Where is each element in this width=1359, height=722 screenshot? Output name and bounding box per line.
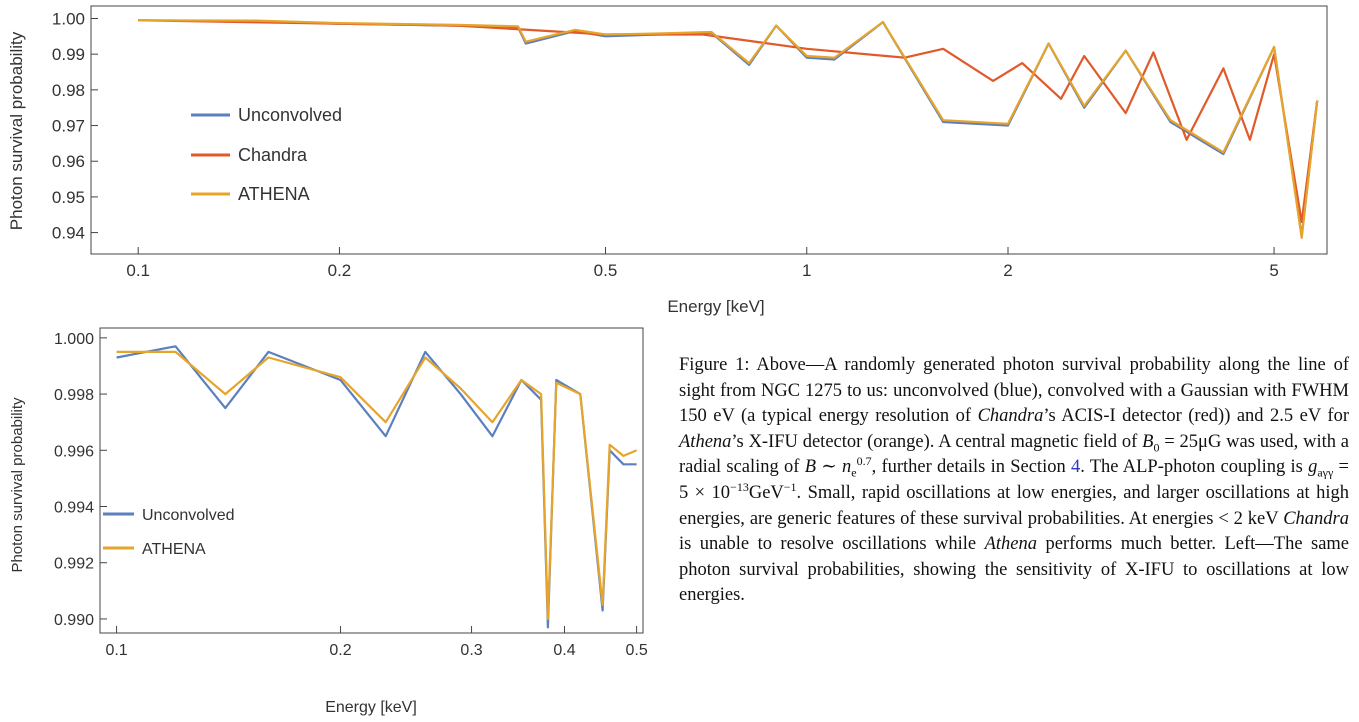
chart1-series-unconvolved-line (116, 345, 637, 629)
caption-text-3: ’s X-IFU detector (orange). A central ma… (731, 431, 1143, 452)
caption-chandra-2: Chandra (1283, 508, 1349, 529)
chart1-y-tick-label: 0.990 (54, 612, 94, 629)
chart0-y-tick-label: 0.98 (52, 81, 85, 100)
chart1-x-tick-label: 0.5 (625, 642, 647, 659)
chart1-x-tick-label: 0.4 (553, 642, 575, 659)
caption-chandra: Chandra (977, 406, 1044, 427)
chart0-y-tick-label: 0.94 (52, 224, 85, 243)
top-x-axis-label: Energy [keV] (667, 297, 764, 316)
figure-caption: Figure 1: Above—A randomly generated pho… (679, 353, 1349, 609)
caption-g-exp: −13 (730, 479, 749, 494)
caption-athena: Athena (679, 431, 732, 452)
bottom-legend-label-unconvolved: Unconvolved (142, 507, 235, 524)
chart1-y-tick-label: 0.994 (54, 500, 94, 517)
chart1-x-tick-label: 0.3 (460, 642, 482, 659)
caption-g-unit-exp: −1 (783, 479, 797, 494)
chart0-y-tick-label: 0.95 (52, 188, 85, 207)
chart0-series-chandra-line (138, 19, 1319, 223)
chart1-x-tick-label: 0.1 (105, 642, 127, 659)
caption-text-5: . The ALP-photon coupling is (1080, 457, 1309, 478)
caption-g-unit: GeV (748, 482, 784, 503)
bottom-y-axis-label: Photon survival probability (9, 397, 26, 573)
chart0-y-tick-label: 0.99 (52, 45, 85, 64)
chart0-series-unconvolved-line (138, 19, 1319, 238)
chart0-series-athena-line (138, 19, 1319, 239)
caption-g-symbol: g (1308, 457, 1318, 478)
chart0-x-tick-label: 1 (802, 261, 811, 280)
bottom-x-axis-label: Energy [keV] (325, 699, 417, 716)
caption-g-value: = 5 × 10 (679, 457, 1349, 503)
chart0-y-tick-label: 0.97 (52, 117, 85, 136)
caption-text-6: . Small, rapid oscillations at low energ… (679, 482, 1350, 529)
caption-b-scaling-sub: e (851, 466, 857, 481)
chart0-x-tick-label: 0.5 (594, 261, 618, 280)
chart1-y-tick-label: 0.998 (54, 387, 94, 404)
caption-b0-value: = 25μG was used, with a radial scaling o… (679, 431, 1350, 478)
bottom-legend: Unconvolved ATHENA (103, 507, 235, 558)
caption-g-sub: aγγ (1317, 466, 1334, 481)
chart1-y-tick-label: 0.996 (54, 443, 94, 460)
top-legend-label-athena: ATHENA (238, 184, 310, 204)
top-legend-label-chandra: Chandra (238, 145, 308, 165)
chart0-x-tick-label: 0.1 (126, 261, 150, 280)
chart1-y-tick-label: 0.992 (54, 556, 94, 573)
top-survival-chart: 0.1 0.2 0.5 1 2 5 0.94 0.95 0.96 0.97 0.98 0.99 1.00… (7, 5, 1328, 316)
caption-athena-2: Athena (984, 534, 1038, 555)
caption-b-scaling-sup: 0.7 (856, 454, 872, 469)
top-y-axis-label: Photon survival probability (7, 31, 26, 230)
caption-text-4: , further details in Section (871, 457, 1071, 478)
chart1-series-athena-line (116, 350, 638, 620)
top-legend: Unconvolved Chandra ATHENA (191, 105, 342, 204)
chart0-x-tick-label: 0.2 (328, 261, 352, 280)
chart0-y-tick-label: 0.96 (52, 152, 85, 171)
low-energy-survival-chart: 0.1 0.2 0.3 0.4 0.5 0.990 0.992 0.994 0.996 0.998… (9, 327, 648, 716)
caption-text-2: ’s ACIS-I detector (red)) and 2.5 eV for (1043, 406, 1349, 427)
bottom-legend-label-athena: ATHENA (142, 541, 206, 558)
caption-b0-symbol: B (1142, 431, 1154, 452)
chart1-x-tick-label: 0.2 (329, 642, 351, 659)
caption-figure-label: Figure 1: (679, 355, 750, 375)
caption-b-scaling: B ∼ n (804, 457, 852, 478)
caption-paragraph: Figure 1: Above—A randomly generated pho… (679, 353, 1349, 609)
chart0-y-tick-label: 1.00 (52, 9, 85, 28)
caption-b0-sub: 0 (1153, 440, 1160, 455)
top-legend-label-unconvolved: Unconvolved (238, 105, 342, 125)
chart0-x-tick-label: 2 (1003, 261, 1012, 280)
caption-text-8: performs much better. Left—The same phot… (679, 534, 1350, 606)
caption-text-7: is unable to resolve oscillations while (679, 534, 985, 555)
chart0-x-tick-label: 5 (1269, 261, 1278, 280)
caption-text-1: Above—A randomly generated photon surviv… (679, 355, 1349, 427)
top-plot-frame (90, 5, 1328, 255)
chart1-y-tick-label: 1.000 (54, 331, 94, 348)
section-4-link[interactable]: 4 (1070, 457, 1081, 478)
bottom-plot-frame (99, 327, 644, 634)
